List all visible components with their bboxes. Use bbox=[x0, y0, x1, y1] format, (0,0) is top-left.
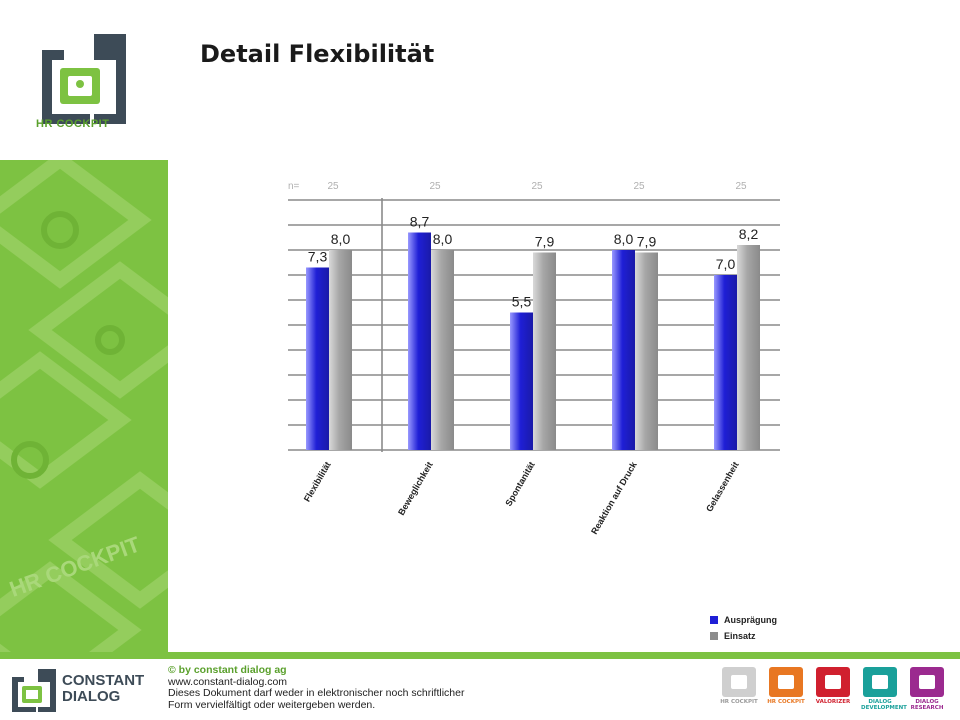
company-name-line2: DIALOG bbox=[62, 688, 121, 705]
product-logo: HR COCKPIT bbox=[767, 667, 805, 711]
n-value: 25 bbox=[735, 181, 747, 192]
bar-einsatz bbox=[533, 252, 556, 450]
bar-einsatz bbox=[431, 250, 454, 450]
product-logo-inner bbox=[778, 675, 794, 689]
product-label: VALORIZER bbox=[815, 699, 851, 705]
data-label: 8,0 bbox=[433, 231, 453, 247]
page-title: Detail Flexibilität bbox=[200, 40, 435, 68]
data-label: 8,2 bbox=[739, 226, 759, 242]
product-logo: DIALOG DEVELOPMENT bbox=[861, 667, 907, 711]
bar-auspraegung bbox=[306, 267, 329, 450]
n-value: 25 bbox=[531, 181, 543, 192]
legend-swatch-blue bbox=[710, 616, 718, 624]
product-logo-inner bbox=[825, 675, 841, 689]
company-name-line1: CONSTANT bbox=[62, 672, 145, 689]
legend-item-einsatz: Einsatz bbox=[710, 628, 777, 644]
hr-cockpit-logo-text: HR COCKPIT bbox=[36, 118, 110, 130]
sidebar-decorative-pattern: HR COCKPIT bbox=[0, 160, 168, 652]
legend-label: Einsatz bbox=[724, 631, 756, 641]
copyright-text: © by constant dialog ag bbox=[168, 664, 287, 676]
data-label: 8,0 bbox=[614, 231, 634, 247]
data-label: 5,5 bbox=[512, 294, 532, 310]
hr-cockpit-icon bbox=[769, 667, 803, 697]
product-label: DIALOG RESEARCH bbox=[910, 699, 944, 711]
footer: CONSTANT DIALOG © by constant dialog ag … bbox=[0, 659, 960, 720]
bar-einsatz bbox=[635, 252, 658, 450]
n-label: n= bbox=[288, 181, 300, 192]
category-label: Gelassenheit bbox=[704, 460, 741, 514]
bar-auspraegung bbox=[408, 232, 431, 450]
bar-auspraegung bbox=[510, 312, 533, 450]
sidebar: HR COCKPIT HR COCKPIT bbox=[0, 0, 168, 652]
category-label: Flexibilität bbox=[302, 460, 333, 504]
bar-einsatz bbox=[737, 245, 760, 450]
product-logos: HR COCKPIT HR COCKPIT VALORIZER DIALOG DEVE… bbox=[720, 667, 946, 711]
website-link[interactable]: www.constant-dialog.com bbox=[168, 675, 288, 688]
footer-accent-bar bbox=[0, 652, 960, 659]
constant-dialog-logo-icon bbox=[12, 669, 56, 712]
data-label: 7,9 bbox=[535, 234, 555, 250]
n-value: 25 bbox=[633, 181, 645, 192]
n-value: 25 bbox=[327, 181, 339, 192]
legend-swatch-gray bbox=[710, 632, 718, 640]
copyright-block: © by constant dialog ag www.constant-dia… bbox=[168, 664, 465, 711]
product-label: DIALOG DEVELOPMENT bbox=[861, 699, 907, 711]
product-logo: VALORIZER bbox=[814, 667, 852, 711]
hr-cockpit-icon bbox=[722, 667, 756, 697]
company-name: CONSTANT DIALOG bbox=[62, 673, 144, 705]
product-logo-inner bbox=[731, 675, 747, 689]
bar-chart: n= 257,38,0Flexibilität258,78,0Beweglichk… bbox=[288, 181, 780, 536]
category-label: Reaktion auf Druck bbox=[589, 459, 639, 536]
legend-item-auspraegung: Ausprägung bbox=[710, 612, 777, 628]
product-label: HR COCKPIT bbox=[720, 699, 758, 705]
bar-auspraegung bbox=[714, 275, 737, 450]
data-label: 8,7 bbox=[410, 214, 430, 230]
notice-line: Form vervielfältigt oder weitergeben wer… bbox=[168, 698, 376, 711]
hr-cockpit-logo-icon bbox=[42, 34, 126, 124]
product-logo: DIALOG RESEARCH bbox=[908, 667, 946, 711]
category-label: Spontanität bbox=[503, 460, 536, 508]
bar-einsatz bbox=[329, 250, 352, 450]
data-label: 7,9 bbox=[637, 234, 657, 250]
legend-label: Ausprägung bbox=[724, 615, 777, 625]
dialog-development-icon bbox=[863, 667, 897, 697]
product-logo: HR COCKPIT bbox=[720, 667, 758, 711]
n-value: 25 bbox=[429, 181, 441, 192]
product-logo-inner bbox=[872, 675, 888, 689]
bar-auspraegung bbox=[612, 250, 635, 450]
valorizer-icon bbox=[816, 667, 850, 697]
data-label: 7,3 bbox=[308, 249, 328, 265]
dialog-research-icon bbox=[910, 667, 944, 697]
product-logo-inner bbox=[919, 675, 935, 689]
data-label: 7,0 bbox=[716, 256, 736, 272]
data-label: 8,0 bbox=[331, 231, 351, 247]
product-label: HR COCKPIT bbox=[767, 699, 805, 705]
category-label: Beweglichkeit bbox=[396, 460, 435, 517]
chart-legend: Ausprägung Einsatz bbox=[710, 612, 777, 644]
notice-line: Dieses Dokument darf weder in elektronis… bbox=[168, 687, 465, 699]
